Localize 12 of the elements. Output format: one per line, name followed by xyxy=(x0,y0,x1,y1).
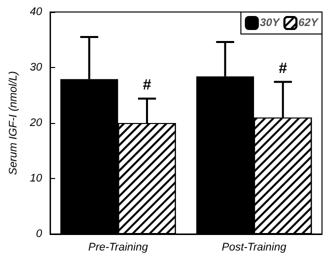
annotation: # xyxy=(278,60,288,77)
y-tick-label: 10 xyxy=(30,172,44,184)
legend-label: 62Y xyxy=(298,17,320,29)
y-tick-label: 0 xyxy=(36,228,44,240)
y-tick-label: 40 xyxy=(30,6,44,18)
y-axis-title: Serum IGF-I (nmol/L) xyxy=(8,70,20,175)
y-tick-label: 20 xyxy=(28,117,44,129)
y-tick-label: 30 xyxy=(30,62,44,74)
annotation: # xyxy=(142,76,152,94)
x-tick-label: Post-Training xyxy=(222,242,288,254)
x-tick-label: Pre-Training xyxy=(88,242,149,254)
legend-label: 30Y xyxy=(260,17,282,29)
